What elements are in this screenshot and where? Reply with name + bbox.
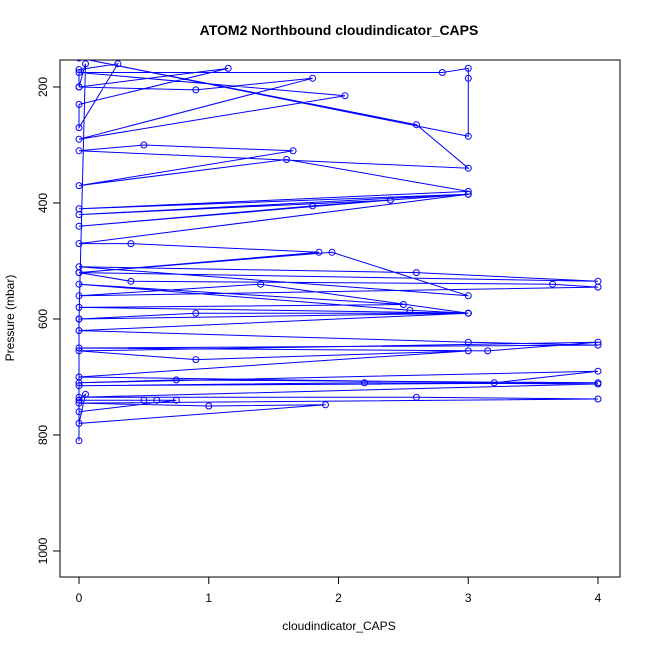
x-tick-label: 4 [595,591,602,605]
y-tick-label: 200 [36,77,50,97]
data-point [315,248,323,256]
data-point [464,347,472,355]
y-tick-label: 400 [36,193,50,213]
data-point [412,121,420,129]
data-point [309,202,317,210]
data-point [75,419,83,427]
data-point [75,124,83,132]
data-point [361,379,368,387]
data-point [153,396,161,404]
data-point [75,280,83,288]
data-point [75,211,83,219]
data-point [75,66,83,74]
data-point [75,69,83,76]
data-point [140,141,148,149]
data-point [224,64,232,72]
x-axis: 0 1 2 3 4 [76,577,602,605]
data-point [464,74,472,82]
chart-title: ATOM2 Northbound cloudindicator_CAPS [200,22,479,38]
data-point [464,132,472,140]
data-point [75,396,83,404]
x-tick-label: 1 [205,591,212,605]
x-tick-label: 3 [465,591,472,605]
data-point [341,92,349,100]
data-point [594,338,602,346]
data-point [75,379,83,387]
data-point [464,164,472,172]
data-point [75,347,83,355]
data-point [309,74,317,82]
data-point [75,269,83,277]
data-point [386,196,394,204]
data-point [82,60,89,68]
data-point [127,277,135,285]
plot-area [75,60,602,445]
x-tick-label: 2 [335,591,342,605]
x-axis-label: cloudindicator_CAPS [282,619,395,633]
data-point [75,399,83,407]
data-point [289,147,297,155]
data-point [75,327,83,335]
data-point [75,437,83,445]
data-point [192,356,200,364]
data-point [75,135,83,143]
data-point [75,240,83,248]
data-point [594,380,602,388]
data-point [594,341,602,349]
data-point [438,69,446,76]
data-point [322,401,329,409]
data-point [75,182,83,190]
data-point [127,240,135,248]
data-point [172,396,180,404]
data-point [399,301,407,308]
data-point [464,187,472,195]
series-line [77,60,599,441]
data-point [464,292,472,300]
data-point [283,156,291,163]
data-point [192,309,200,317]
data-point [75,315,83,323]
x-tick-label: 0 [76,591,83,605]
data-point [75,83,83,91]
data-point [594,367,602,375]
data-point [140,396,148,404]
data-point [490,379,498,387]
data-point [594,283,602,291]
y-tick-label: 800 [36,425,50,445]
data-point [594,395,602,403]
data-point [464,338,472,346]
data-point [257,280,265,288]
y-tick-label: 1000 [36,537,50,564]
data-point [464,64,472,72]
data-point [406,306,414,314]
data-point [412,269,420,277]
data-point [114,60,122,68]
data-point [205,402,213,410]
data-point [75,100,83,108]
y-tick-label: 600 [36,309,50,329]
data-point [484,347,492,355]
data-point [464,190,472,198]
data-point [328,248,336,256]
data-point [464,309,472,317]
data-point [75,292,83,300]
data-point [75,344,83,352]
data-point [549,280,557,288]
data-point [82,390,89,398]
data-point [75,147,83,155]
data-point [192,86,200,94]
data-point [75,222,83,230]
data-point [76,60,82,62]
y-axis: 200 400 600 800 1000 [36,77,60,564]
data-point [172,376,180,384]
data-point [75,382,83,390]
data-point [75,303,83,311]
data-point [412,393,420,401]
data-point [75,408,83,416]
y-axis-label: Pressure (mbar) [3,275,17,362]
